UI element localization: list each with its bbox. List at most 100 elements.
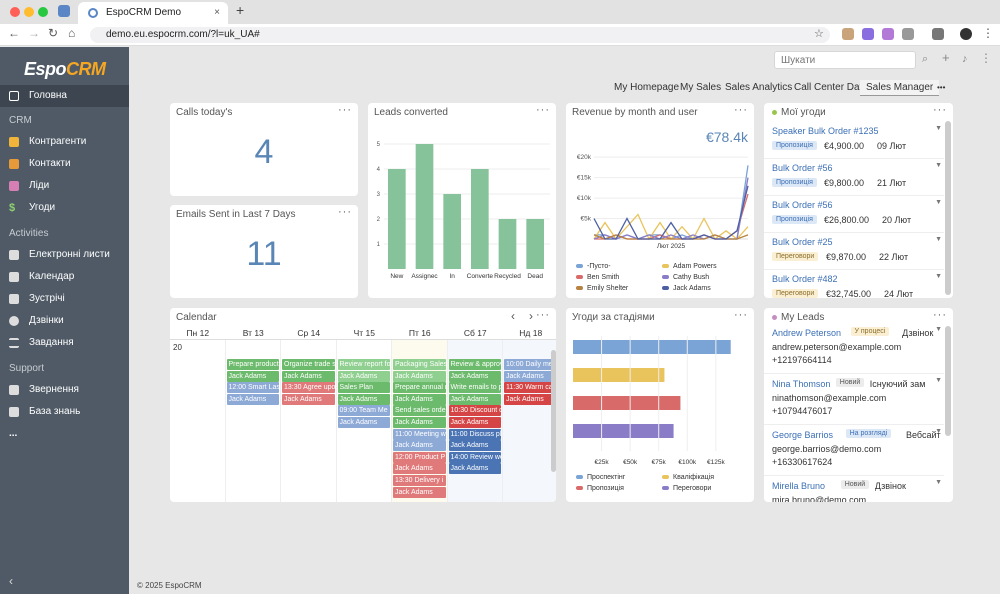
calendar-event[interactable]: Jack Adams — [393, 370, 446, 382]
browser-menu-icon[interactable]: ⋮ — [982, 26, 994, 40]
calendar-event[interactable]: 14:00 Review wo — [448, 451, 501, 463]
deal-dropdown-icon[interactable]: ▼ — [935, 199, 942, 206]
calendar-event[interactable]: 10:00 Daily me — [504, 359, 556, 370]
close-tab-icon[interactable]: × — [214, 7, 220, 18]
calendar-day-header[interactable]: Чт 15 — [336, 326, 392, 340]
maximize-window-button[interactable] — [38, 7, 48, 17]
extensions-icon[interactable] — [902, 28, 914, 40]
calendar-day-column[interactable] — [226, 340, 281, 502]
calendar-event[interactable]: Send sales orde — [393, 405, 446, 417]
sidebar-more-button[interactable]: ... — [9, 428, 18, 439]
lead-row[interactable]: Andrew Peterson У процесі Дзвінок ▼ andrew.p… — [764, 322, 944, 374]
panel-menu-icon[interactable]: ··· — [338, 104, 352, 116]
calendar-event[interactable]: Jack Adams — [448, 440, 501, 452]
user-menu-icon[interactable]: ⋮ — [980, 51, 992, 65]
calendar-day-header[interactable]: Нд 18 — [503, 326, 556, 340]
reload-icon[interactable]: ↻ — [48, 26, 59, 40]
lead-email[interactable]: ninathomson@example.com — [772, 393, 887, 403]
calendar-event[interactable]: Jack Adams — [393, 486, 446, 498]
sidebar-item-contacts[interactable]: Контакти — [0, 153, 129, 175]
sidebar-item-cases[interactable]: Звернення — [0, 379, 129, 401]
address-bar[interactable]: demo.eu.espocrm.com/?l=uk_UA# — [90, 27, 830, 43]
forward-icon[interactable]: → — [28, 26, 40, 40]
calendar-event[interactable]: Jack Adams — [393, 393, 446, 405]
deal-row[interactable]: Bulk Order #56 ▼ Пропозиція €26,800.00 20 Лю… — [764, 195, 944, 233]
calendar-event[interactable]: Jack Adams — [337, 370, 390, 382]
series-line[interactable] — [593, 234, 749, 240]
panel-menu-icon[interactable]: ··· — [933, 309, 947, 321]
calendar-event[interactable]: Jack Adams — [448, 370, 501, 382]
lead-name-link[interactable]: Mirella Bruno — [772, 481, 826, 491]
calendar-event[interactable]: 09:00 Team Me — [337, 405, 390, 417]
panel-menu-icon[interactable]: ··· — [734, 309, 748, 321]
calendar-event[interactable]: Review & approv — [448, 359, 501, 370]
sidebar-item-tasks[interactable]: Завдання — [0, 332, 129, 354]
calendar-day-column[interactable] — [337, 340, 392, 502]
calendar-event[interactable]: 11:00 Meeting w — [393, 428, 446, 440]
deal-name-link[interactable]: Speaker Bulk Order #1235 — [772, 126, 879, 136]
legend-item[interactable]: Emily Shelter — [576, 285, 628, 292]
browser-tab[interactable]: EspoCRM Demo × — [78, 2, 228, 24]
legend-item[interactable]: -Пусто- — [576, 263, 611, 270]
legend-item[interactable]: Adam Powers — [662, 263, 717, 270]
lead-name-link[interactable]: George Barrios — [772, 430, 834, 440]
calendar-day-column[interactable] — [170, 340, 226, 502]
deal-dropdown-icon[interactable]: ▼ — [935, 236, 942, 243]
stage-bar[interactable] — [573, 340, 731, 354]
side-panel-icon[interactable] — [932, 28, 944, 40]
legend-item[interactable]: Ben Smith — [576, 274, 619, 281]
minimize-window-button[interactable] — [24, 7, 34, 17]
extension-cookie-icon[interactable] — [842, 28, 854, 40]
calendar-event[interactable]: Jack Adams — [282, 370, 335, 382]
calendar-event[interactable]: Jack Adams — [226, 370, 279, 382]
calendar-scrollbar[interactable] — [551, 350, 556, 472]
bar-recycled[interactable] — [498, 219, 517, 269]
lead-email[interactable]: george.barrios@demo.com — [772, 444, 882, 454]
legend-item[interactable]: Проспектінг — [576, 474, 625, 481]
deal-row[interactable]: Speaker Bulk Order #1235 ▼ Пропозиція €4,90… — [764, 121, 944, 159]
quick-create-icon[interactable]: + — [942, 50, 950, 65]
bar-dead[interactable] — [526, 219, 544, 269]
calendar-event[interactable]: Jack Adams — [448, 393, 501, 405]
calendar-event[interactable]: Jack Adams — [393, 463, 446, 475]
series-line[interactable] — [594, 165, 749, 240]
bookmark-star-icon[interactable]: ☆ — [814, 28, 824, 40]
deal-dropdown-icon[interactable]: ▼ — [935, 125, 942, 132]
calendar-event[interactable]: 13:30 Delivery i — [393, 475, 446, 486]
collapse-sidebar-icon[interactable]: ‹ — [9, 574, 13, 588]
lead-row[interactable]: Nina Thomson Новий Існуючий зам... ▼ ninatho… — [764, 373, 944, 425]
leads-scrollbar[interactable] — [945, 326, 951, 436]
lead-row[interactable]: George Barrios На розгляді Вебсайт ▼ george.… — [764, 424, 944, 476]
lead-dropdown-icon[interactable]: ▼ — [935, 377, 942, 384]
stage-bar[interactable] — [573, 368, 665, 382]
bar-converte[interactable] — [471, 169, 489, 269]
global-search-input[interactable] — [774, 51, 916, 69]
calendar-event[interactable]: 11:30 Warm ca — [504, 382, 556, 394]
calendar-day-header[interactable]: Сб 17 — [447, 326, 503, 340]
calendar-day-header[interactable]: Пт 16 — [392, 326, 448, 340]
sidebar-item-meetings[interactable]: Зустрічі — [0, 288, 129, 310]
bar-new[interactable] — [388, 169, 406, 269]
calendar-event[interactable]: Jack Adams — [393, 440, 446, 452]
panel-menu-icon[interactable]: ··· — [338, 206, 352, 218]
legend-item[interactable]: Jack Adams — [662, 285, 711, 292]
extension-triangle-icon[interactable] — [862, 28, 874, 40]
lead-email[interactable]: andrew.peterson@example.com — [772, 342, 902, 352]
lead-dropdown-icon[interactable]: ▼ — [935, 326, 942, 333]
profile-avatar-icon[interactable] — [960, 28, 972, 40]
lead-dropdown-icon[interactable]: ▼ — [935, 428, 942, 435]
calendar-event[interactable]: Jack Adams — [226, 393, 279, 405]
calendar-event[interactable]: Jack Adams — [337, 417, 390, 428]
bar-in[interactable] — [443, 194, 461, 269]
calendar-event[interactable]: Packaging Sales — [393, 359, 446, 370]
home-icon[interactable]: ⌂ — [68, 26, 76, 40]
calendar-event[interactable]: Sales Plan — [337, 382, 390, 394]
tab-sales-analytics[interactable]: Sales Analytics — [725, 82, 793, 93]
panel-menu-icon[interactable]: ··· — [734, 104, 748, 116]
deal-name-link[interactable]: Bulk Order #56 — [772, 163, 833, 173]
stage-bar[interactable] — [573, 424, 674, 438]
lead-name-link[interactable]: Nina Thomson — [772, 379, 831, 389]
series-line[interactable] — [593, 185, 749, 240]
deal-name-link[interactable]: Bulk Order #482 — [772, 274, 838, 284]
sidebar-item-emails[interactable]: Електронні листи — [0, 244, 129, 266]
